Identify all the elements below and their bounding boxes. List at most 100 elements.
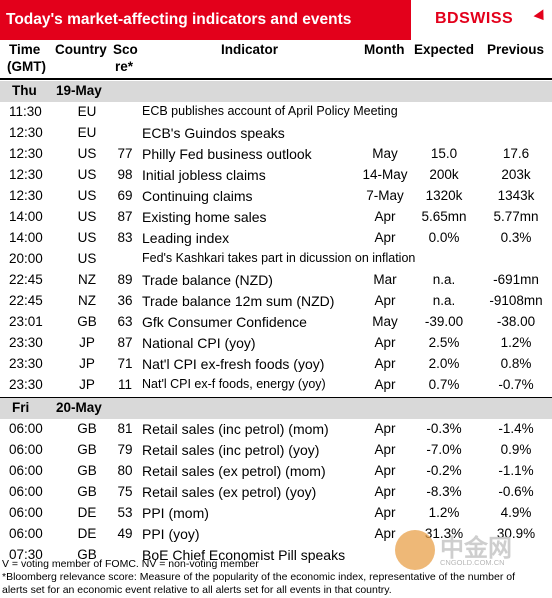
col-month: Month — [364, 42, 405, 57]
cell-time: 22:45 — [9, 293, 43, 308]
cell-score: 81 — [117, 421, 133, 436]
cell-score: 75 — [117, 484, 133, 499]
cell-country: GB — [77, 314, 97, 329]
footer-note-2: *Bloomberg relevance score: Measure of t… — [2, 571, 516, 583]
section-day: Thu — [12, 83, 37, 98]
logo: BDSWISS — [411, 0, 552, 40]
cell-expected: -0.3% — [426, 421, 462, 436]
col-score-2: re* — [115, 59, 134, 74]
cell-indicator: Trade balance 12m sum (NZD) — [142, 293, 335, 309]
cell-score: 77 — [117, 146, 133, 161]
brand-logo: BDSWISS — [435, 10, 513, 28]
cell-expected: 200k — [429, 167, 459, 182]
cell-time: 11:30 — [9, 104, 42, 119]
cell-expected: 31.3% — [424, 526, 464, 541]
header: Today's market-affecting indicators and … — [0, 0, 552, 40]
cell-country: US — [77, 188, 97, 203]
table-row: 23:01 GB 63 Gfk Consumer Confidence May -39.0… — [0, 312, 552, 333]
cell-score: 63 — [117, 314, 133, 329]
cell-month: 7-May — [366, 188, 404, 203]
cell-previous: 1343k — [497, 188, 535, 203]
cell-month: Apr — [374, 356, 396, 371]
cell-indicator: Nat'l CPI ex-f foods, energy (yoy) — [142, 377, 326, 391]
cell-score: 71 — [117, 356, 133, 371]
cell-previous: 0.9% — [500, 442, 532, 457]
cell-score: 49 — [117, 526, 133, 541]
cell-month: May — [372, 146, 398, 161]
cell-expected: 5.65mn — [421, 209, 467, 224]
cell-indicator: Continuing claims — [142, 188, 253, 204]
cell-score: 87 — [117, 335, 133, 350]
table-row: 12:30 US 69 Continuing claims 7-May 1320k 1343… — [0, 186, 552, 207]
col-time: Time — [9, 42, 41, 57]
table-row: 12:30 EU ECB's Guindos speaks — [0, 123, 552, 144]
cell-expected: 15.0 — [430, 146, 458, 161]
cell-month: May — [372, 314, 398, 329]
table-row: 22:45 NZ 36 Trade balance 12m sum (NZD) Apr n… — [0, 291, 552, 312]
cell-time: 07:30 — [9, 547, 43, 562]
cell-month: Apr — [374, 335, 396, 350]
table-row: 07:30 GB BoE Chief Economist Pill speaks — [0, 545, 552, 566]
cell-country: GB — [77, 484, 97, 499]
cell-score: 11 — [117, 377, 132, 392]
section-day: Fri — [12, 400, 30, 415]
cell-month: 14-May — [362, 167, 408, 182]
footer-note-3: alerts set for an economic event relativ… — [2, 584, 392, 596]
cell-score: 80 — [117, 463, 133, 478]
cell-score: 98 — [117, 167, 133, 182]
cell-month: Apr — [374, 421, 396, 436]
cell-time: 06:00 — [9, 463, 43, 478]
cell-time: 06:00 — [9, 526, 43, 541]
table-row: 06:00 GB 75 Retail sales (ex petrol) (yoy) A… — [0, 482, 552, 503]
cell-country: GB — [77, 421, 97, 436]
cell-indicator: BoE Chief Economist Pill speaks — [142, 547, 346, 563]
cell-time: 23:30 — [9, 335, 43, 350]
table-row: 12:30 US 98 Initial jobless claims 14-May 200… — [0, 165, 552, 186]
cell-previous: 5.77mn — [493, 209, 539, 224]
section-date: 19-May — [56, 83, 102, 98]
cell-indicator: Existing home sales — [142, 209, 267, 225]
cell-expected: -8.3% — [426, 484, 462, 499]
cell-month: Mar — [373, 272, 397, 287]
table-row: 06:00 DE 49 PPI (yoy) Apr 31.3% 30.9% — [0, 524, 552, 545]
table-row: 14:00 US 87 Existing home sales Apr 5.65mn 5.7… — [0, 207, 552, 228]
cell-indicator: Retail sales (inc petrol) (mom) — [142, 421, 329, 437]
cell-indicator: PPI (mom) — [142, 505, 209, 521]
cell-country: US — [77, 230, 97, 245]
cell-expected: 1.2% — [428, 505, 460, 520]
cell-month: Apr — [374, 505, 396, 520]
cell-country: US — [77, 167, 97, 182]
cell-country: US — [77, 209, 97, 224]
cell-score: 89 — [117, 272, 133, 287]
cell-previous: 0.3% — [500, 230, 532, 245]
cell-indicator: Philly Fed business outlook — [142, 146, 312, 162]
cell-time: 22:45 — [9, 272, 43, 287]
watermark-logo-icon — [395, 530, 435, 570]
cell-indicator: Retail sales (ex petrol) (yoy) — [142, 484, 317, 500]
cell-time: 12:30 — [9, 146, 43, 161]
cell-time: 06:00 — [9, 505, 43, 520]
title-bar: Today's market-affecting indicators and … — [0, 0, 411, 40]
cell-country: JP — [79, 377, 95, 392]
cell-expected: 1320k — [425, 188, 463, 203]
day-section-header: Thu 19-May — [0, 81, 552, 102]
cell-previous: -9108mn — [489, 293, 543, 308]
cell-indicator: Nat'l CPI ex-fresh foods (yoy) — [142, 356, 325, 372]
cell-previous: 4.9% — [500, 505, 532, 520]
cell-expected: -7.0% — [426, 442, 462, 457]
cell-time: 14:00 — [9, 230, 43, 245]
table-row: 06:00 DE 53 PPI (mom) Apr 1.2% 4.9% — [0, 503, 552, 524]
cell-month: Apr — [374, 484, 396, 499]
col-country: Country — [55, 42, 107, 57]
cell-previous: -0.7% — [498, 377, 534, 392]
cell-time: 12:30 — [9, 188, 43, 203]
cell-expected: 2.5% — [428, 335, 460, 350]
col-indicator: Indicator — [221, 42, 279, 57]
col-time-unit: (GMT) — [7, 59, 46, 74]
cell-expected: 0.7% — [428, 377, 460, 392]
cell-previous: -691mn — [493, 272, 539, 287]
cell-time: 23:30 — [9, 377, 43, 392]
cell-previous: -0.6% — [498, 484, 534, 499]
cell-time: 23:30 — [9, 356, 43, 371]
watermark-text: 中金网 — [440, 535, 512, 562]
